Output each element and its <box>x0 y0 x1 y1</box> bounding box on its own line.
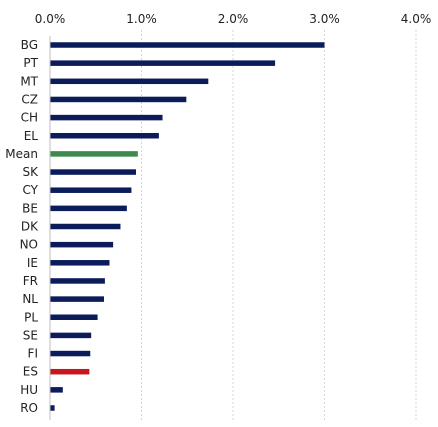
bar-mt <box>50 78 209 85</box>
bar-be <box>50 205 127 212</box>
category-label-ro: RO <box>20 401 38 415</box>
x-tick-label: 2.0% <box>218 12 249 26</box>
bar-ro <box>50 405 55 411</box>
category-label-nl: NL <box>22 292 38 306</box>
category-label-sk: SK <box>23 165 40 179</box>
bar-hu <box>50 387 63 393</box>
x-axis-tick-labels: 0.0% 1.0% 2.0% 3.0% 4.0% <box>35 12 432 26</box>
bar-fr <box>50 278 105 284</box>
bar-pt <box>50 60 276 66</box>
category-label-mt: MT <box>20 74 38 88</box>
category-label-cz: CZ <box>21 92 38 106</box>
bar-sk <box>50 169 137 175</box>
bar-cz <box>50 96 187 103</box>
category-label-ie: IE <box>27 256 38 270</box>
category-labels: BG PT MT CZ CH EL Mean SK CY BE DK NO IE FR NL PL SE FI ES… <box>5 38 39 415</box>
bar-bg <box>50 42 325 48</box>
category-label-mean: Mean <box>5 147 38 161</box>
x-tick-label: 0.0% <box>35 12 66 26</box>
bar-pl <box>50 314 98 320</box>
category-label-hu: HU <box>20 383 38 397</box>
category-label-no: NO <box>20 238 38 252</box>
bar-nl <box>50 296 104 302</box>
bars <box>50 42 325 411</box>
bar-ch <box>50 114 163 121</box>
x-tick-label: 4.0% <box>401 12 432 26</box>
bar-ie <box>50 260 110 266</box>
x-tick-label: 3.0% <box>309 12 340 26</box>
bar-fi <box>50 350 91 357</box>
x-tick-label: 1.0% <box>126 12 157 26</box>
bar-mean <box>50 151 138 157</box>
category-label-fr: FR <box>23 274 38 288</box>
bar-es <box>50 368 90 375</box>
bar-cy <box>50 187 132 193</box>
category-label-bg: BG <box>21 38 38 52</box>
bar-no <box>50 241 114 248</box>
bar-dk <box>50 223 121 230</box>
category-label-el: EL <box>24 129 39 143</box>
category-label-se: SE <box>23 328 38 342</box>
bar-se <box>50 332 92 339</box>
category-label-dk: DK <box>21 220 39 234</box>
category-label-fi: FI <box>28 347 38 361</box>
category-label-es: ES <box>23 365 38 379</box>
category-label-pt: PT <box>23 56 38 70</box>
grid-lines <box>141 30 417 420</box>
category-label-pl: PL <box>24 310 38 324</box>
bar-el <box>50 133 159 139</box>
category-label-ch: CH <box>21 111 38 125</box>
category-label-be: BE <box>22 201 38 215</box>
category-label-cy: CY <box>23 183 39 197</box>
